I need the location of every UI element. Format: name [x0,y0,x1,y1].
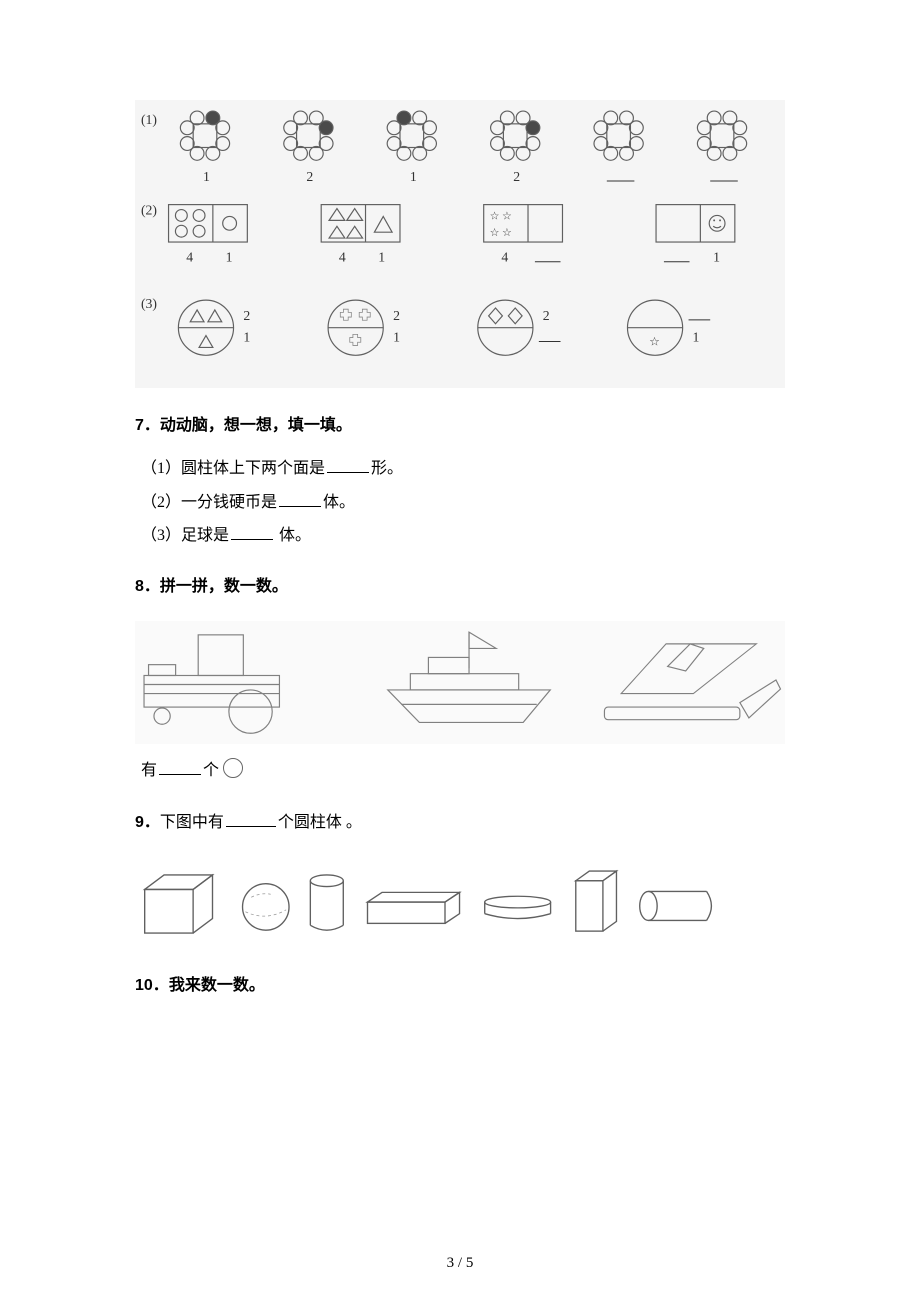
q9-post: 个圆柱体 。 [278,814,362,831]
worksheet-page: .s{stroke:#606060;stroke-width:1.2;fill:… [0,0,920,1302]
svg-text:1: 1 [692,330,699,345]
svg-text:1: 1 [226,250,233,265]
svg-text:2: 2 [306,169,313,184]
q7-2-pre: （2）一分钱硬币是 [141,494,277,511]
solids-figure: .d{stroke:#606060;stroke-width:1.4;fill:… [135,865,785,948]
q7-1-post: 形。 [371,460,403,477]
svg-text:2: 2 [393,308,400,323]
svg-text:☆ ☆: ☆ ☆ [490,227,512,239]
question-10: 10．我来数一数。 [135,970,785,1002]
q8-number: 8． [135,578,160,595]
svg-text:4: 4 [186,250,193,265]
solids-svg: .d{stroke:#606060;stroke-width:1.4;fill:… [135,865,755,943]
q8-pre: 有 [141,762,157,779]
q7-line1: （1）圆柱体上下两个面是 形。 [141,452,785,486]
svg-text:(1): (1) [141,112,157,128]
q7-3-post: 体。 [275,527,311,544]
q10-number: 10． [135,977,169,994]
q7-line2: （2）一分钱硬币是 体。 [141,486,785,520]
q8-count-line: 有个 [141,754,785,788]
question-7: 7．动动脑，想一想，填一填。 [135,410,785,442]
svg-text:4: 4 [339,250,346,265]
page-number: 3 / 5 [0,1255,920,1272]
question-9: 9．下图中有 个圆柱体 。 [135,807,785,839]
vehicles-figure: .v{stroke:#808080;stroke-width:1.3;fill:… [135,621,785,744]
pattern-svg: .s{stroke:#606060;stroke-width:1.2;fill:… [139,106,789,382]
svg-text:☆ ☆: ☆ ☆ [490,210,512,222]
q7-1-blank[interactable] [327,456,369,473]
svg-text:1: 1 [410,169,417,184]
svg-text:☆: ☆ [649,334,660,348]
question-8: 8．拼一拼，数一数。 [135,571,785,603]
q8-title: 拼一拼，数一数。 [160,578,288,595]
svg-text:2: 2 [243,308,250,323]
q7-3-pre: （3）足球是 [141,527,229,544]
svg-text:2: 2 [543,308,550,323]
svg-text:1: 1 [713,250,720,265]
q7-number: 7． [135,417,160,434]
q7-3-blank[interactable] [231,523,273,540]
q7-line3: （3）足球是 体。 [141,519,785,553]
vehicles-svg: .v{stroke:#808080;stroke-width:1.3;fill:… [135,621,785,739]
pattern-figure: .s{stroke:#606060;stroke-width:1.2;fill:… [135,100,785,388]
q8-mid: 个 [203,762,219,779]
q7-2-blank[interactable] [279,490,321,507]
svg-text:(3): (3) [141,296,157,312]
svg-text:4: 4 [501,250,508,265]
svg-text:2: 2 [513,169,520,184]
svg-text:1: 1 [203,169,210,184]
q9-pre: 下图中有 [160,814,224,831]
svg-text:1: 1 [243,330,250,345]
q8-blank[interactable] [159,758,201,775]
q9-number: 9． [135,814,160,831]
q7-1-pre: （1）圆柱体上下两个面是 [141,460,325,477]
q9-blank[interactable] [226,810,276,827]
circle-icon [223,758,243,778]
q7-title: 动动脑，想一想，填一填。 [160,417,352,434]
q7-2-post: 体。 [323,494,355,511]
q10-title: 我来数一数。 [169,977,265,994]
svg-text:1: 1 [393,330,400,345]
svg-text:1: 1 [378,250,385,265]
svg-text:(2): (2) [141,202,157,218]
